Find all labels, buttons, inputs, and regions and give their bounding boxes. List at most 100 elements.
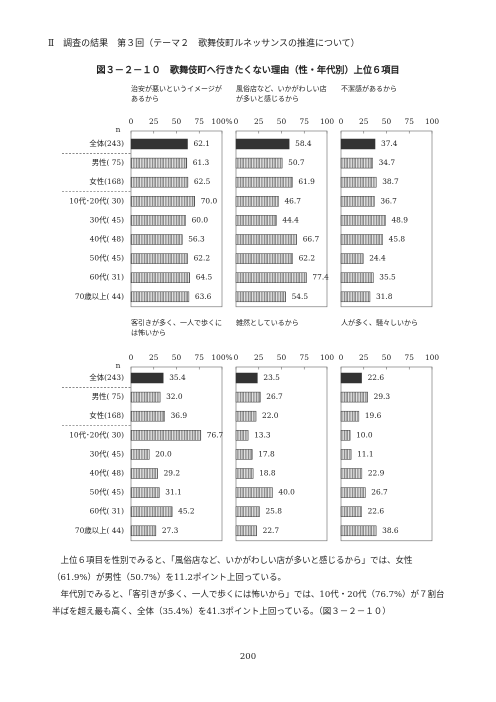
row-label: 70歳以上( 44) xyxy=(75,292,124,301)
row-label: 40代( 48) xyxy=(90,469,124,478)
bar xyxy=(340,272,374,283)
x-tick-label: 75 xyxy=(195,353,205,362)
x-tick-label: 0 xyxy=(339,353,344,362)
x-tick-label: 100 xyxy=(320,353,334,362)
panel-title: 人が多く、騒々しいから xyxy=(341,319,418,327)
row-label: 30代( 45) xyxy=(90,215,124,224)
row-label: 60代( 31) xyxy=(90,273,124,282)
value-label: 29.3 xyxy=(374,392,391,401)
bar xyxy=(340,525,377,537)
value-label: 37.4 xyxy=(381,139,398,148)
value-label: 38.7 xyxy=(382,177,399,186)
x-tick-label: 75 xyxy=(405,353,415,362)
bar xyxy=(130,372,164,384)
value-label: 17.8 xyxy=(258,449,275,458)
n-label: n xyxy=(116,125,121,134)
bar xyxy=(130,215,186,226)
value-label: 77.4 xyxy=(312,273,329,282)
value-label: 25.8 xyxy=(265,507,282,516)
x-tick-label: 50 xyxy=(172,117,182,126)
n-label: n xyxy=(116,361,121,370)
value-label: 70.0 xyxy=(201,196,218,205)
bar xyxy=(130,430,202,441)
x-tick-label: 50 xyxy=(277,353,287,362)
value-label: 26.7 xyxy=(371,488,388,497)
value-label: 76.7 xyxy=(207,430,224,439)
bar xyxy=(130,291,190,303)
value-label: 26.7 xyxy=(266,392,283,401)
value-label: 11.1 xyxy=(357,449,373,458)
bar xyxy=(130,157,188,169)
x-tick-label: 75 xyxy=(300,353,310,362)
bar xyxy=(235,410,257,422)
x-tick-label: 100 xyxy=(425,117,439,126)
x-tick-label: 0 xyxy=(234,353,239,362)
bar xyxy=(130,234,183,245)
x-tick-label: 50 xyxy=(382,353,392,362)
bar xyxy=(130,391,161,403)
value-label: 62.5 xyxy=(194,177,211,186)
x-tick-label: 25 xyxy=(254,117,264,126)
value-label: 62.2 xyxy=(299,254,315,263)
bar xyxy=(340,430,351,441)
panel-title: 風俗店など、いかがわしい店が多いと感じるから xyxy=(236,85,327,103)
row-label: 全体(243) xyxy=(89,373,124,382)
row-label: 50代( 45) xyxy=(90,488,124,497)
value-label: 22.6 xyxy=(368,507,385,516)
value-label: 45.2 xyxy=(178,507,194,516)
x-tick-label: 50 xyxy=(172,353,182,362)
value-label: 61.3 xyxy=(193,158,210,167)
figure-title: 図３－２－１０ 歌舞伎町へ行きたくない理由（性・年代別）上位６項目 xyxy=(96,65,400,76)
row-label: 女性(168) xyxy=(89,411,124,420)
value-label: 18.8 xyxy=(259,469,276,478)
row-label: 全体(243) xyxy=(89,139,124,148)
row-label: 30代( 45) xyxy=(90,449,124,458)
bar xyxy=(340,196,375,207)
bar xyxy=(340,157,373,169)
bar xyxy=(340,410,360,422)
x-tick-label: 25 xyxy=(359,353,369,362)
value-label: 48.9 xyxy=(391,215,408,224)
x-tick-label: 100% xyxy=(211,353,232,362)
bar xyxy=(235,176,293,188)
bar xyxy=(340,215,386,226)
bar xyxy=(340,506,362,517)
bar xyxy=(130,138,188,150)
panel-title: 治安が悪いというイメージがあるから xyxy=(131,85,222,103)
value-label: 60.0 xyxy=(192,215,209,224)
bar xyxy=(235,138,290,150)
bar xyxy=(340,487,366,498)
bar xyxy=(235,430,249,441)
value-label: 50.7 xyxy=(288,158,305,167)
bar xyxy=(235,196,279,207)
header: Ⅱ 調査の結果 第３回（テーマ２ 歌舞伎町ルネッサンスの推進について） xyxy=(48,39,360,49)
value-label: 31.8 xyxy=(376,292,393,301)
row-label: 10代･20代( 30) xyxy=(69,430,124,439)
panel-title: 雑然としているから xyxy=(236,319,299,327)
value-label: 66.7 xyxy=(303,235,320,244)
value-label: 13.3 xyxy=(254,430,271,439)
bar xyxy=(340,468,363,479)
row-label: 女性(168) xyxy=(89,177,124,186)
charts: 0 25 50 75 100% 62.1 61.3 62.5 70.0 60.0 56.3 62.2 6… xyxy=(62,117,439,542)
bar xyxy=(130,196,195,207)
value-label: 27.3 xyxy=(162,526,179,535)
panel-title: 客引きが多く、一人で歩くには怖いから xyxy=(131,319,222,337)
paragraph: 年代別でみると、「客引きが多く、一人で歩くには怖いから」では、10代・20代（7… xyxy=(52,590,445,617)
value-label: 31.1 xyxy=(165,488,181,497)
value-label: 22.9 xyxy=(368,469,385,478)
x-tick-label: 50 xyxy=(277,117,287,126)
value-label: 56.3 xyxy=(188,235,205,244)
value-label: 46.7 xyxy=(284,196,301,205)
bar xyxy=(235,372,258,384)
value-label: 36.9 xyxy=(171,411,188,420)
bar xyxy=(130,525,157,537)
x-tick-label: 0 xyxy=(339,117,344,126)
value-label: 22.6 xyxy=(368,373,385,382)
bar xyxy=(130,410,165,422)
bar xyxy=(340,253,364,264)
bar xyxy=(235,215,277,226)
bar xyxy=(235,449,253,460)
panel-title: 不潔感があるから xyxy=(341,85,397,93)
bar xyxy=(235,272,307,283)
